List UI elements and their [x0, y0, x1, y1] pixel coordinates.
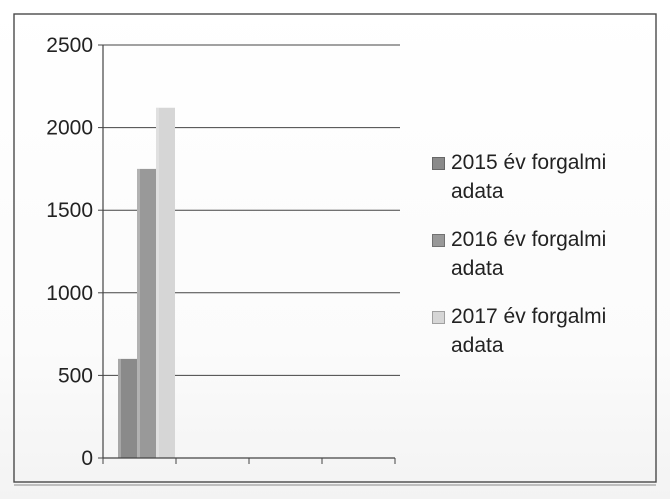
- bar-2017: [156, 107, 175, 458]
- bar-2015: [118, 358, 137, 458]
- legend-label-2017: 2017 év forgalmi adata: [451, 305, 607, 357]
- y-tick-label-500: 500: [58, 364, 93, 387]
- legend-item-2015: 2015 év forgalmi adata: [432, 148, 662, 206]
- axes: [98, 44, 396, 464]
- legend-swatch-2016: [432, 234, 445, 247]
- y-tick-label-1000: 1000: [46, 282, 93, 305]
- legend-swatch-2015: [432, 157, 445, 170]
- bar-highlight-2015: [118, 358, 121, 458]
- legend: 2015 év forgalmi adata 2016 év forgalmi …: [432, 148, 662, 379]
- bars: [118, 107, 175, 458]
- legend-swatch-2017: [432, 311, 445, 324]
- y-tick-label-0: 0: [81, 447, 93, 470]
- legend-item-2017: 2017 év forgalmi adata: [432, 302, 662, 360]
- chart-frame: [13, 13, 657, 483]
- y-tick-label-1500: 1500: [46, 199, 93, 222]
- y-tick-label-2000: 2000: [46, 117, 93, 140]
- legend-label-2016: 2016 év forgalmi adata: [451, 228, 607, 280]
- bar-highlight-2017: [156, 107, 159, 458]
- legend-label-2015: 2015 év forgalmi adata: [451, 151, 607, 203]
- tick-labels: 0 500 1000 1500 2000 2500: [46, 34, 93, 470]
- y-tick-label-2500: 2500: [46, 34, 93, 57]
- bar-highlight-2016: [137, 168, 140, 458]
- legend-item-2016: 2016 év forgalmi adata: [432, 225, 662, 283]
- bar-2016: [137, 168, 156, 458]
